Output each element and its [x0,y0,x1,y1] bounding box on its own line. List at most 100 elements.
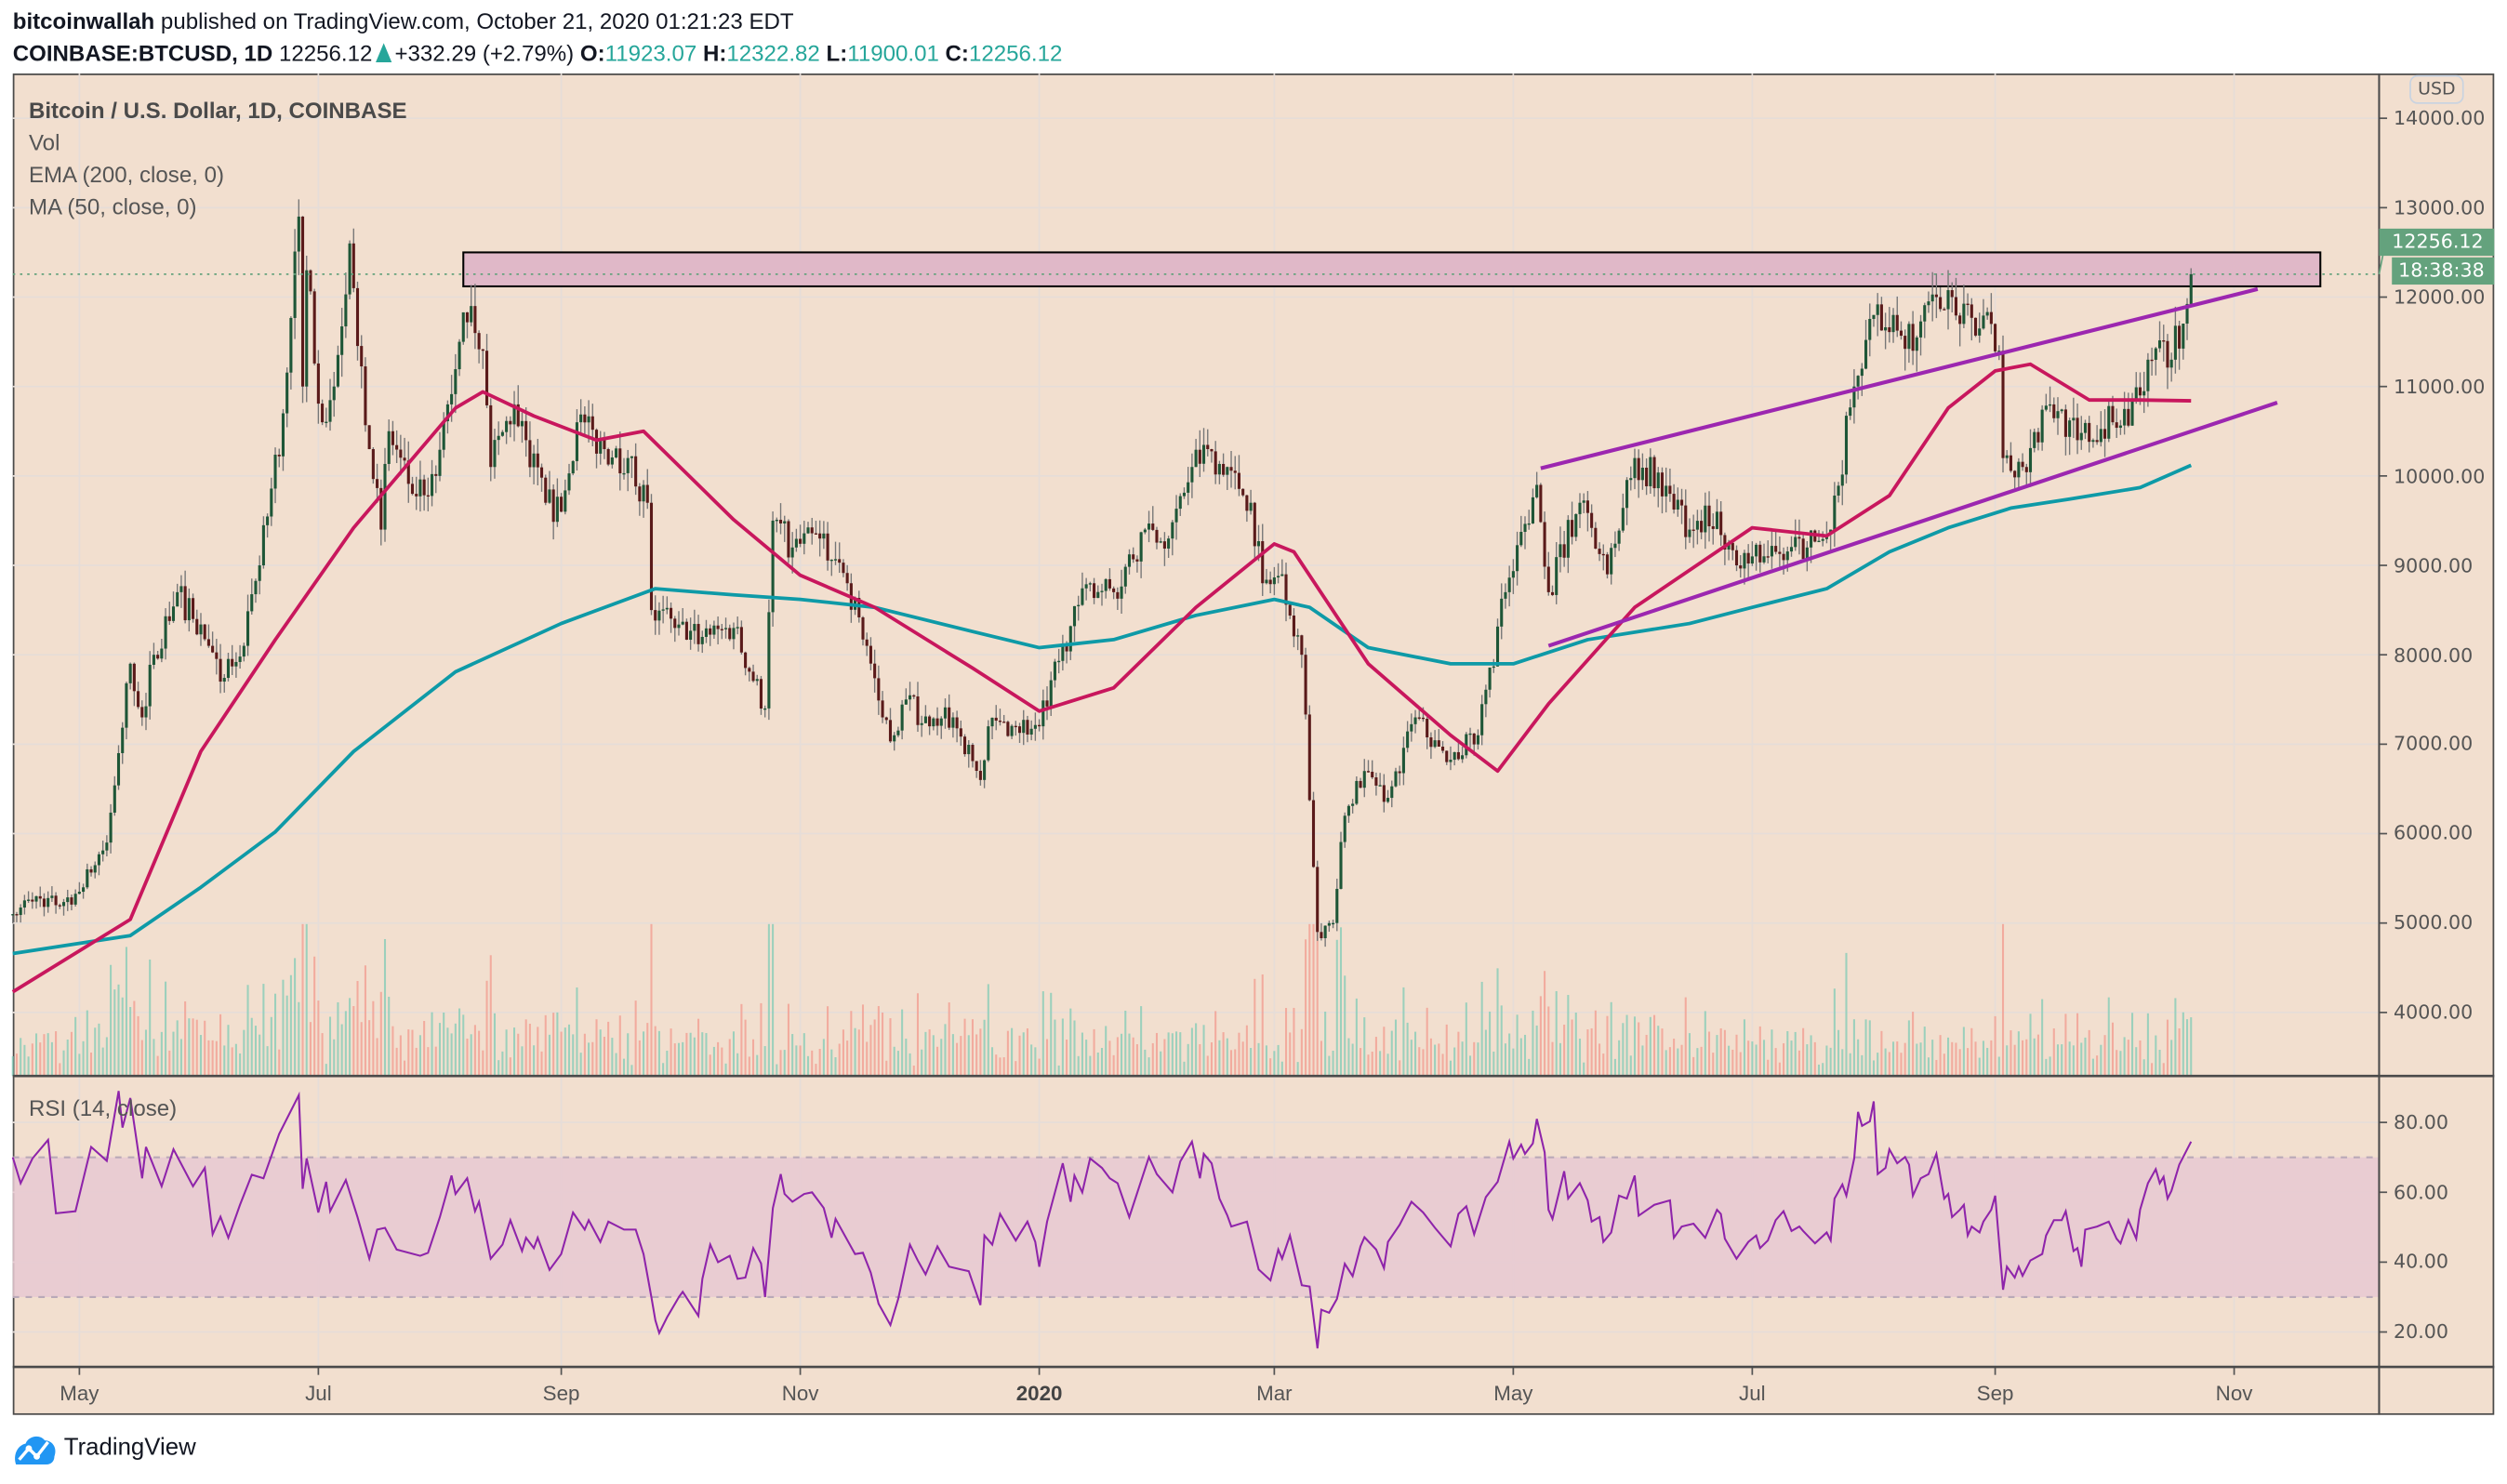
volume-bar [2123,1037,2126,1077]
volume-bar [1559,1042,1561,1077]
volume-bar [2162,1063,2165,1077]
candle-down [1691,529,1695,531]
volume-bar [1112,1054,1115,1077]
candle-up [445,404,449,422]
candle-up [829,559,833,562]
candle-up [1613,543,1617,549]
candle-up [1625,480,1629,509]
candle-up [1449,760,1452,762]
candle-down [744,652,748,669]
candle-down [1550,591,1555,595]
volume-bar [94,1027,97,1077]
volume-bar [1802,1027,1805,1077]
candle-down [1711,525,1715,529]
candle-down [1958,315,1962,325]
rsi-tick-label: 60.00 [2393,1181,2449,1204]
candle-down [1316,867,1320,933]
candle-up [1629,478,1633,481]
time-tick-label: Mar [1256,1381,1293,1406]
candle-up [116,752,121,786]
volume-bar [372,1000,375,1077]
volume-bar [43,1034,46,1077]
candle-down [312,291,316,364]
candle-down [994,717,998,722]
volume-bar [438,1023,442,1077]
volume-bar [1477,1042,1479,1077]
legend-ema[interactable]: EMA (200, close, 0) [28,161,225,188]
volume-bar [2061,1044,2063,1077]
legend-rsi[interactable]: RSI (14, close) [28,1094,178,1121]
volume-bar [772,923,775,1077]
candle-down [206,639,210,646]
author-name[interactable]: bitcoinwallah [12,7,155,34]
candle-down [2150,359,2154,362]
volume-bar [556,1012,559,1077]
volume-bar [1665,1050,1667,1077]
currency-button[interactable]: USD [2409,74,2464,104]
volume-bar [1916,1043,1918,1077]
legend-ma[interactable]: MA (50, close, 0) [28,193,197,219]
candle-up [939,718,943,726]
candle-up [657,610,661,621]
volume-bar [1955,1042,1957,1077]
candle-up [11,914,15,916]
candle-up [1433,740,1437,748]
price-tick-label: 4000.00 [2393,1000,2474,1024]
volume-bar [1426,1007,1428,1077]
candle-up [2173,325,2177,360]
volume-bar [1857,1039,1860,1077]
volume-bar [431,1012,433,1077]
candle-up [1492,666,1495,669]
candle-down [971,745,975,762]
volume-bar [266,1046,269,1077]
volume-bar [1160,1051,1162,1077]
candle-down [1359,780,1362,788]
volume-bar [2036,1034,2039,1077]
candle-up [1053,661,1056,681]
volume-bar [1907,1020,1910,1077]
candle-down [1652,457,1656,489]
candle-down [778,520,783,523]
candle-up [50,895,54,898]
candle-up [900,704,904,731]
rsi-band [12,1157,2380,1297]
volume-bar [583,1033,586,1077]
candle-up [1610,548,1613,575]
candle-down [1304,655,1307,715]
candle-down [1108,578,1111,589]
candle-down [140,707,144,718]
volume-bar [1544,971,1546,1077]
candle-up [599,440,603,454]
volume-bar [2178,1027,2181,1077]
candle-down [551,489,555,523]
volume-bar [599,1029,602,1077]
volume-bar [1723,1029,1726,1077]
volume-bar [35,1033,38,1077]
volume-bar [192,1018,194,1077]
volume-bar [1771,1029,1773,1077]
volume-bar [1429,1038,1432,1077]
candle-up [2017,461,2021,478]
legend-vol[interactable]: Vol [28,129,60,155]
volume-bar [1735,1034,1738,1077]
volume-bar [204,1020,206,1077]
candle-down [861,616,865,640]
candle-down [2001,351,2005,458]
candle-up [893,735,896,742]
candle-up [1077,604,1081,607]
volume-bar [1622,1023,1625,1077]
tradingview-brand[interactable]: TradingView [63,1434,196,1462]
candle-up [1621,508,1625,531]
volume-bar [11,1055,14,1077]
volume-bar [1360,1048,1362,1077]
volume-bar [1022,1032,1025,1077]
volume-bar [1967,1048,1970,1077]
candle-up [442,421,445,450]
price-tick-label: 8000.00 [2393,643,2474,667]
candle-up [1143,529,1147,533]
candle-up [387,431,391,464]
candle-up [187,598,191,621]
candle-up [579,414,583,423]
volume-bar [1011,1027,1014,1077]
